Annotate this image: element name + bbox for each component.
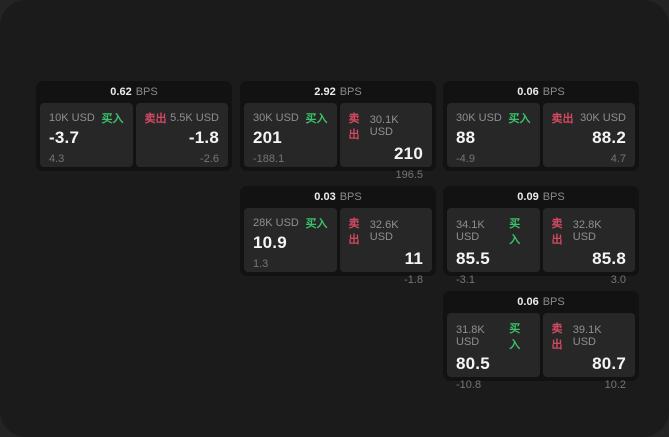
buy-sub-value: -3.1: [456, 274, 475, 286]
buy-sub-value: -10.8: [456, 379, 482, 391]
bps-value: 0.09: [517, 191, 539, 203]
buy-amount: 34.1K USD: [456, 219, 485, 243]
card-header: 0.09 BPS: [443, 186, 639, 208]
sell-amount: 39.1K USD: [572, 324, 602, 348]
buy-panel[interactable]: 31.8K USD 买入 80.5 -10.8: [447, 313, 540, 391]
sell-label: 卖出: [144, 113, 167, 125]
buy-price: 10.9: [253, 233, 287, 252]
sell-amount: 30.1K USD: [369, 114, 399, 138]
bps-value: 0.62: [110, 86, 132, 98]
buy-label: 买入: [509, 323, 521, 351]
quote-panels: 28K USD 买入 10.9 1.3 卖出 32.6K USD 11 -1.8: [240, 208, 436, 286]
buy-sub-value: -4.9: [456, 153, 475, 165]
bps-unit-label: BPS: [339, 86, 362, 98]
buy-panel[interactable]: 30K USD 买入 88 -4.9: [447, 103, 540, 167]
buy-sub-value: 4.3: [49, 153, 65, 165]
quote-card-3: 0.06 BPS 30K USD 买入 88 -4.9 卖出 30K USD 8…: [443, 81, 639, 171]
quote-panels: 34.1K USD 买入 85.5 -3.1 卖出 32.8K USD 85.8…: [443, 208, 639, 286]
buy-amount: 30K USD: [456, 112, 502, 124]
sell-panel[interactable]: 卖出 5.5K USD -1.8 -2.6: [135, 103, 228, 167]
buy-price: 88: [456, 128, 476, 147]
buy-price: 80.5: [456, 354, 490, 373]
sell-sub-value: -1.8: [404, 274, 423, 286]
sell-label: 卖出: [551, 218, 563, 246]
quote-card-2: 2.92 BPS 30K USD 买入 201 -188.1 卖出 30.1K …: [240, 81, 436, 181]
bps-unit-label: BPS: [542, 86, 565, 98]
bps-value: 2.92: [314, 86, 336, 98]
quote-card-5: 0.09 BPS 34.1K USD 买入 85.5 -3.1 卖出 32.8K…: [443, 186, 639, 286]
sell-amount: 30K USD: [580, 112, 626, 124]
sell-label: 卖出: [551, 323, 563, 351]
sell-price: 88.2: [592, 128, 626, 147]
sell-amount: 32.6K USD: [369, 219, 399, 243]
quote-card-6: 0.06 BPS 31.8K USD 买入 80.5 -10.8 卖出 39.1…: [443, 291, 639, 391]
sell-panel[interactable]: 卖出 30.1K USD 210 196.5: [339, 103, 432, 181]
buy-price: -3.7: [49, 128, 80, 147]
buy-amount: 10K USD: [49, 112, 95, 124]
sell-label: 卖出: [551, 113, 574, 125]
buy-price: 85.5: [456, 249, 490, 268]
buy-panel[interactable]: 34.1K USD 买入 85.5 -3.1: [447, 208, 540, 286]
sell-label: 卖出: [348, 113, 360, 141]
quote-panels: 30K USD 买入 88 -4.9 卖出 30K USD 88.2 4.7: [443, 103, 639, 171]
sell-sub-value: 4.7: [610, 153, 626, 165]
sell-price: 11: [404, 249, 423, 268]
buy-label: 买入: [305, 218, 328, 230]
buy-label: 买入: [509, 218, 521, 246]
buy-amount: 31.8K USD: [456, 324, 485, 348]
quote-card-4: 0.03 BPS 28K USD 买入 10.9 1.3 卖出 32.6K US…: [240, 186, 436, 286]
sell-price: 210: [394, 144, 423, 163]
bps-unit-label: BPS: [135, 86, 158, 98]
sell-panel[interactable]: 卖出 30K USD 88.2 4.7: [542, 103, 635, 167]
buy-label: 买入: [101, 113, 124, 125]
bps-unit-label: BPS: [542, 191, 565, 203]
buy-panel[interactable]: 30K USD 买入 201 -188.1: [244, 103, 337, 167]
sell-panel[interactable]: 卖出 32.8K USD 85.8 3.0: [542, 208, 635, 286]
bps-value: 0.06: [517, 296, 539, 308]
buy-panel[interactable]: 10K USD 买入 -3.7 4.3: [40, 103, 133, 167]
sell-panel[interactable]: 卖出 32.6K USD 11 -1.8: [339, 208, 432, 286]
buy-label: 买入: [508, 113, 531, 125]
bps-value: 0.03: [314, 191, 336, 203]
buy-sub-value: 1.3: [253, 258, 269, 270]
quote-card-1: 0.62 BPS 10K USD 买入 -3.7 4.3 卖出 5.5K USD…: [36, 81, 232, 171]
card-header: 0.06 BPS: [443, 81, 639, 103]
sell-panel[interactable]: 卖出 39.1K USD 80.7 10.2: [542, 313, 635, 391]
sell-amount: 32.8K USD: [572, 219, 602, 243]
sell-price: 80.7: [592, 354, 626, 373]
quote-panels: 30K USD 买入 201 -188.1 卖出 30.1K USD 210 1…: [240, 103, 436, 181]
card-header: 0.62 BPS: [36, 81, 232, 103]
quote-panels: 10K USD 买入 -3.7 4.3 卖出 5.5K USD -1.8 -2.…: [36, 103, 232, 171]
card-header: 2.92 BPS: [240, 81, 436, 103]
sell-sub-value: 196.5: [395, 169, 423, 181]
sell-sub-value: 10.2: [604, 379, 626, 391]
bps-unit-label: BPS: [339, 191, 362, 203]
buy-price: 201: [253, 128, 282, 147]
buy-label: 买入: [305, 113, 328, 125]
buy-panel[interactable]: 28K USD 买入 10.9 1.3: [244, 208, 337, 272]
card-header: 0.06 BPS: [443, 291, 639, 313]
buy-amount: 30K USD: [253, 112, 299, 124]
card-header: 0.03 BPS: [240, 186, 436, 208]
sell-sub-value: 3.0: [610, 274, 626, 286]
sell-amount: 5.5K USD: [170, 112, 219, 124]
sell-price: 85.8: [592, 249, 626, 268]
sell-label: 卖出: [348, 218, 360, 246]
bps-unit-label: BPS: [542, 296, 565, 308]
bps-value: 0.06: [517, 86, 539, 98]
sell-price: -1.8: [188, 128, 219, 147]
buy-amount: 28K USD: [253, 217, 299, 229]
sell-sub-value: -2.6: [200, 153, 219, 165]
buy-sub-value: -188.1: [253, 153, 285, 165]
quote-panels: 31.8K USD 买入 80.5 -10.8 卖出 39.1K USD 80.…: [443, 313, 639, 391]
